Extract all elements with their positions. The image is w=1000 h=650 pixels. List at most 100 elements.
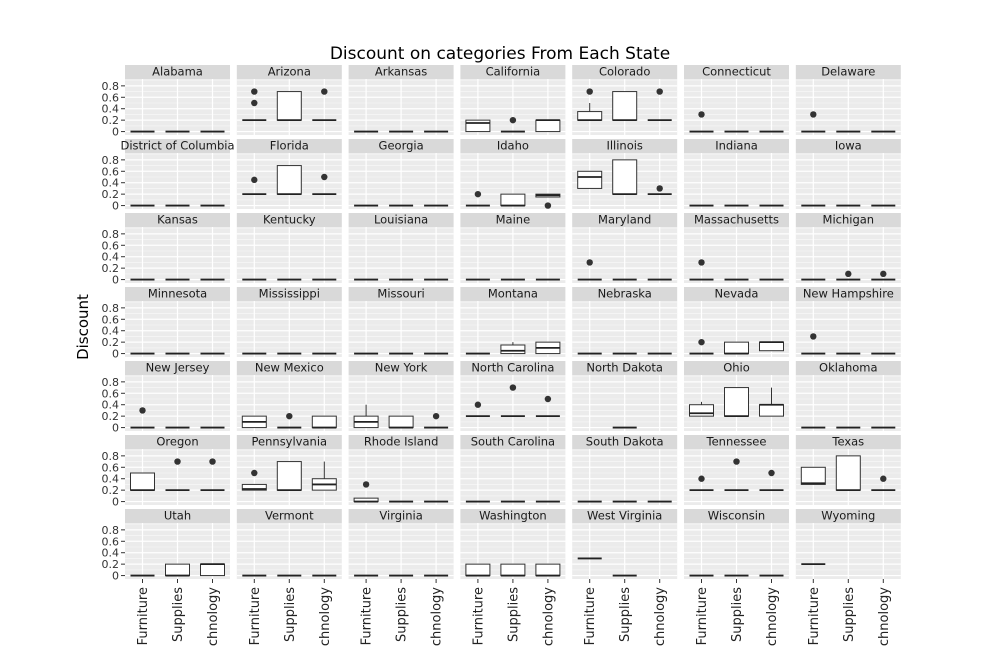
y-tick-label: 0.4 [102, 325, 120, 338]
facet-panel-delaware: Delaware [795, 65, 901, 135]
box-pennsylvania-office-supplies [276, 461, 302, 492]
box-new-york-technology [424, 412, 449, 429]
facet-strip [684, 213, 789, 227]
facet-strip-label: Arizona [268, 65, 311, 79]
box-montana-office-supplies [500, 342, 526, 355]
facet-strip-label: Florida [270, 139, 309, 153]
box-iqr [759, 404, 784, 417]
y-tick-label: 0.4 [102, 251, 120, 264]
facet-strip [236, 509, 342, 523]
y-tick-label: 0.4 [102, 399, 120, 412]
facet-strip [795, 361, 901, 375]
facet-strip [460, 435, 566, 449]
facet-strip-label: South Carolina [471, 435, 555, 449]
facet-strip-label: Colorado [599, 65, 650, 79]
facet-strip [572, 65, 678, 79]
y-tick-label: 0.4 [102, 177, 120, 190]
x-tick-label: Furniture [695, 587, 710, 645]
facet-panel-missouri: Missouri [348, 287, 454, 357]
facet-strip [795, 213, 901, 227]
box-iqr [500, 344, 526, 355]
facet-panel-iowa: Iowa [795, 139, 901, 209]
box-iqr [276, 91, 302, 121]
facet-strip [795, 65, 901, 79]
facet-strip [795, 435, 901, 449]
facet-panel-alabama: Alabama [125, 65, 230, 135]
facet-panel-indiana: Indiana [684, 139, 789, 209]
y-tick-label: 0.8 [102, 302, 120, 315]
box-arizona-technology [312, 88, 337, 122]
box-oregon-office-supplies [165, 458, 190, 492]
facet-strip-label: Delaware [821, 65, 875, 79]
facet-strip-label: Washington [479, 509, 547, 523]
facet-panel-oklahoma: Oklahoma [795, 361, 901, 431]
y-axis-label: Discount [74, 294, 92, 360]
box-texas-technology [871, 475, 896, 492]
outlier-point [586, 259, 593, 266]
facet-panel-south-carolina: South Carolina [460, 435, 566, 505]
facet-strip [572, 287, 678, 301]
y-tick-label: 0.6 [102, 461, 120, 474]
box-colorado-technology [647, 88, 672, 122]
box-iqr [759, 341, 784, 352]
facet-panel-georgia: Georgia [348, 139, 454, 209]
box-arizona-office-supplies [276, 91, 302, 122]
facet-strip [795, 509, 901, 523]
box-tennessee-office-supplies [724, 458, 749, 492]
y-tick-label: 0 [112, 126, 119, 139]
box-nevada-office-supplies [724, 341, 749, 355]
box-new-jersey-furniture [130, 407, 155, 429]
facet-strip-label: Massachusetts [694, 213, 779, 227]
facet-strip-label: South Dakota [586, 435, 664, 449]
box-new-hampshire-furniture [801, 333, 826, 355]
outlier-point [432, 412, 440, 420]
facet-panel-texas: Texas [795, 435, 901, 505]
facet-strip [236, 139, 342, 153]
box-new-york-office-supplies [388, 415, 414, 429]
facet-strip-label: Georgia [379, 139, 424, 153]
x-tick-label: Furniture [136, 587, 151, 645]
facet-strip-label: Montana [488, 287, 538, 301]
facet-panel-illinois: Illinois [572, 139, 678, 209]
box-iqr [465, 119, 491, 133]
facet-panel-california: California [460, 65, 566, 135]
facet-panel-nebraska: Nebraska [572, 287, 678, 357]
facet-strip [460, 139, 566, 153]
box-new-mexico-office-supplies [277, 412, 302, 429]
facet-panel-vermont: Vermont [236, 509, 342, 579]
box-iqr [577, 111, 603, 121]
outlier-point [698, 111, 705, 118]
outlier-point [733, 458, 740, 465]
facet-strip-label: Texas [831, 435, 864, 449]
x-tick-label: Supplies [842, 587, 857, 642]
facet-strip-label: Rhode Island [364, 435, 439, 449]
box-iqr [311, 415, 337, 429]
facet-strip [348, 361, 454, 375]
y-tick-label: 0.2 [102, 336, 120, 349]
x-tick-label: Supplies [506, 587, 521, 642]
facet-panel-new-hampshire: New Hampshire [795, 287, 901, 357]
facet-strip-label: New Hampshire [803, 287, 894, 301]
outlier-point [321, 173, 328, 181]
facet-strip-label: Idaho [497, 139, 529, 153]
box-iqr [800, 466, 826, 485]
box-michigan-office-supplies [836, 270, 861, 281]
facet-strip [795, 287, 901, 301]
y-tick-label: 0 [112, 274, 119, 287]
facet-strip [460, 509, 566, 523]
y-tick-label: 0.4 [102, 103, 120, 116]
facet-strip-label: Wyoming [821, 509, 875, 523]
facet-strip [572, 509, 678, 523]
facet-strip [684, 435, 789, 449]
box-washington-furniture [465, 563, 491, 577]
facet-strip [125, 213, 230, 227]
outlier-point [321, 88, 328, 95]
y-tick-label: 0 [112, 570, 119, 583]
facet-panel-montana: Montana [460, 287, 566, 357]
facet-panel-arkansas: Arkansas [348, 65, 454, 135]
outlier-point [880, 475, 887, 482]
facet-strip [795, 139, 901, 153]
outlier-point [544, 202, 552, 209]
facet-panel-colorado: Colorado [572, 65, 678, 135]
